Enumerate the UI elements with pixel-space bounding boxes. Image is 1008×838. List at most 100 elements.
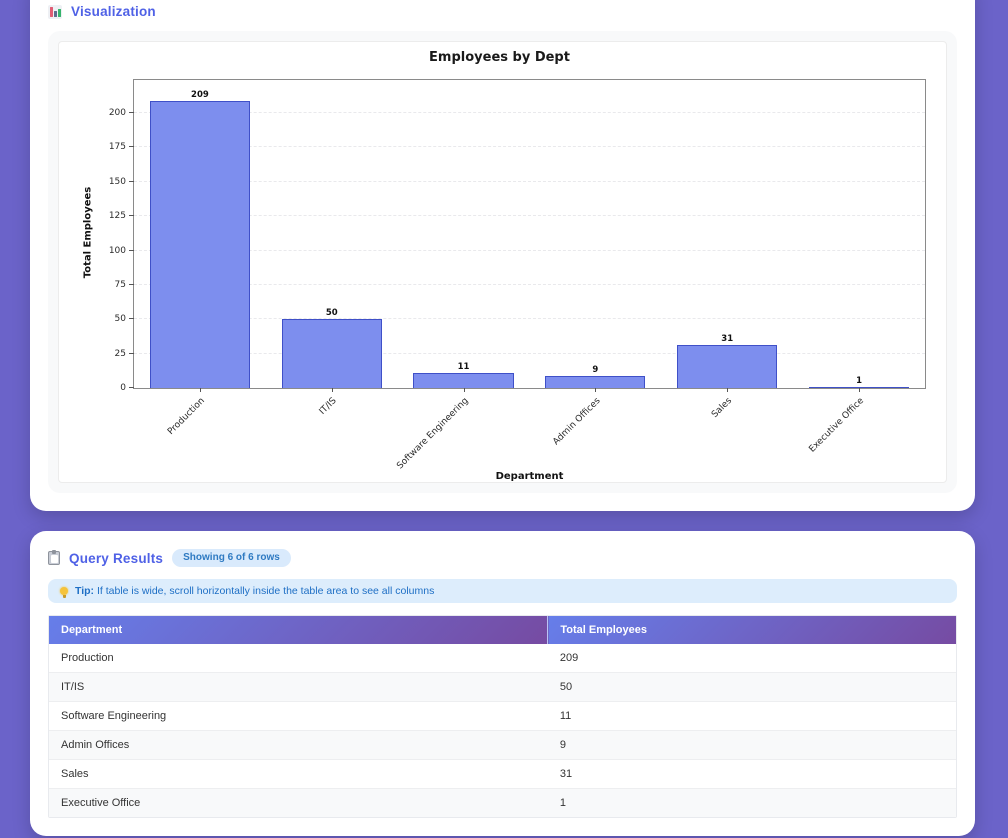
- table-cell: 50: [547, 672, 956, 702]
- table-row: Software Engineering 11: [49, 701, 956, 731]
- tip-text: Tip: If table is wide, scroll horizontal…: [75, 585, 435, 597]
- query-results-card: Query Results Showing 6 of 6 rows Tip: I…: [30, 531, 975, 836]
- column-header-department: Department: [49, 616, 548, 644]
- y-tick: [129, 283, 134, 285]
- visualization-card: Visualization Employees by Dept Total Em…: [30, 0, 975, 511]
- x-tick: [595, 388, 597, 392]
- bar-slot: 31 Sales: [661, 80, 793, 420]
- table-cell: 9: [547, 730, 956, 760]
- y-tick-label: 50: [114, 314, 126, 325]
- table-cell: 209: [547, 644, 956, 673]
- bar-executive-office: 1: [808, 376, 910, 388]
- gridline: [134, 249, 925, 251]
- gridline: [134, 215, 925, 217]
- bar-it-is: 50: [281, 308, 382, 388]
- x-axis-label: Department: [495, 471, 564, 482]
- bars-row: 209 Production 50 IT/IS 11 Software Engineeri…: [134, 80, 925, 471]
- gridline: [134, 352, 925, 354]
- y-tick-label: 125: [108, 211, 126, 222]
- x-tick: [859, 388, 861, 392]
- row-count-badge: Showing 6 of 6 rows: [172, 549, 291, 567]
- gridline: [134, 283, 925, 285]
- query-results-title: Query Results: [69, 550, 164, 566]
- tip-label: Tip:: [75, 585, 95, 597]
- table-cell: 11: [547, 701, 956, 731]
- bar-value-label: 209: [191, 89, 209, 100]
- table-row: IT/IS 50: [49, 672, 956, 702]
- figure: Employees by Dept Total Employees 0 25 50 7…: [58, 41, 947, 483]
- results-table: Department Total Employees Production 209 I…: [49, 616, 956, 817]
- table-row: Executive Office 1: [49, 788, 956, 817]
- y-tick: [129, 318, 134, 320]
- x-tick-label: Software Engineering: [395, 396, 471, 472]
- y-tick: [129, 387, 134, 388]
- bar-admin-offices: 9: [545, 365, 646, 388]
- gridline: [134, 180, 925, 182]
- column-header-total-employees: Total Employees: [547, 616, 956, 644]
- table-cell: Admin Offices: [49, 730, 548, 760]
- visualization-header: Visualization: [48, 4, 957, 19]
- y-tick-label: 175: [108, 142, 126, 153]
- y-tick: [129, 352, 134, 354]
- y-tick-label: 150: [108, 176, 126, 187]
- bar-value-label: 50: [325, 308, 338, 319]
- bar-production: 209: [149, 90, 250, 388]
- bar-value-label: 1: [856, 375, 862, 386]
- chart-title: Employees by Dept: [429, 50, 570, 65]
- gridline: [134, 112, 925, 113]
- table-cell: Sales: [49, 759, 548, 789]
- y-tick-label: 75: [114, 279, 126, 290]
- table-cell: 31: [547, 759, 956, 789]
- x-tick-label: Executive Office: [807, 396, 867, 455]
- figure-panel: Employees by Dept Total Employees 0 25 50 7…: [48, 31, 957, 493]
- x-tick: [331, 388, 333, 392]
- plot-wrap: Total Employees 0 25 50 75 100 125 150 175 200 20…: [83, 79, 926, 482]
- y-tick-label: 200: [108, 108, 126, 118]
- bar-value-label: 31: [721, 334, 734, 345]
- table-cell: 1: [547, 788, 956, 817]
- x-tick-label: Sales: [710, 396, 735, 421]
- lightbulb-icon: [60, 587, 68, 598]
- y-tick-label: 0: [120, 383, 126, 393]
- x-tick-label: IT/IS: [317, 396, 339, 417]
- gridline: [134, 318, 925, 320]
- table-row: Sales 31: [49, 759, 956, 789]
- y-axis-label: Total Employees: [82, 186, 94, 279]
- visualization-title: Visualization: [71, 4, 156, 19]
- table-cell: Production: [49, 644, 548, 673]
- y-tick: [129, 146, 134, 148]
- x-tick-label: Admin Offices: [551, 396, 603, 448]
- y-tick-label: 25: [114, 348, 126, 359]
- tip-banner: Tip: If table is wide, scroll horizontal…: [48, 579, 957, 603]
- clipboard-icon: [48, 550, 60, 565]
- query-results-header: Query Results Showing 6 of 6 rows: [48, 549, 957, 567]
- y-tick: [129, 215, 134, 217]
- results-table-wrap[interactable]: Department Total Employees Production 209 I…: [48, 615, 957, 818]
- y-tick: [129, 180, 134, 182]
- bar-slot: 209 Production: [134, 80, 266, 437]
- bar-slot: 11 Software Engineering: [395, 80, 530, 471]
- y-tick: [129, 112, 134, 113]
- bar-chart-icon: [48, 4, 62, 19]
- plot-area: 0 25 50 75 100 125 150 175 200 209 Production 50 IT/…: [109, 79, 926, 471]
- x-tick: [727, 388, 729, 392]
- x-tick: [463, 388, 465, 392]
- gridline: [134, 146, 925, 148]
- y-tick: [129, 249, 134, 251]
- x-tick: [199, 388, 201, 392]
- table-cell: Executive Office: [49, 788, 548, 817]
- bar-slot: 9 Admin Offices: [529, 80, 661, 447]
- y-tick-label: 100: [108, 245, 126, 256]
- bar-software-engineering: 11: [413, 362, 514, 388]
- table-cell: Software Engineering: [49, 701, 548, 731]
- bar-slot: 50 IT/IS: [266, 80, 398, 417]
- bar-sales: 31: [677, 334, 778, 388]
- bar-value-label: 11: [457, 361, 470, 372]
- table-row: Admin Offices 9: [49, 730, 956, 760]
- table-body: Production 209 IT/IS 50 Software Engineering…: [49, 644, 956, 817]
- table-row: Production 209: [49, 644, 956, 673]
- x-tick-label: Production: [166, 396, 207, 437]
- table-header-row: Department Total Employees: [49, 616, 956, 644]
- bar-slot: 1 Executive Office: [793, 80, 925, 455]
